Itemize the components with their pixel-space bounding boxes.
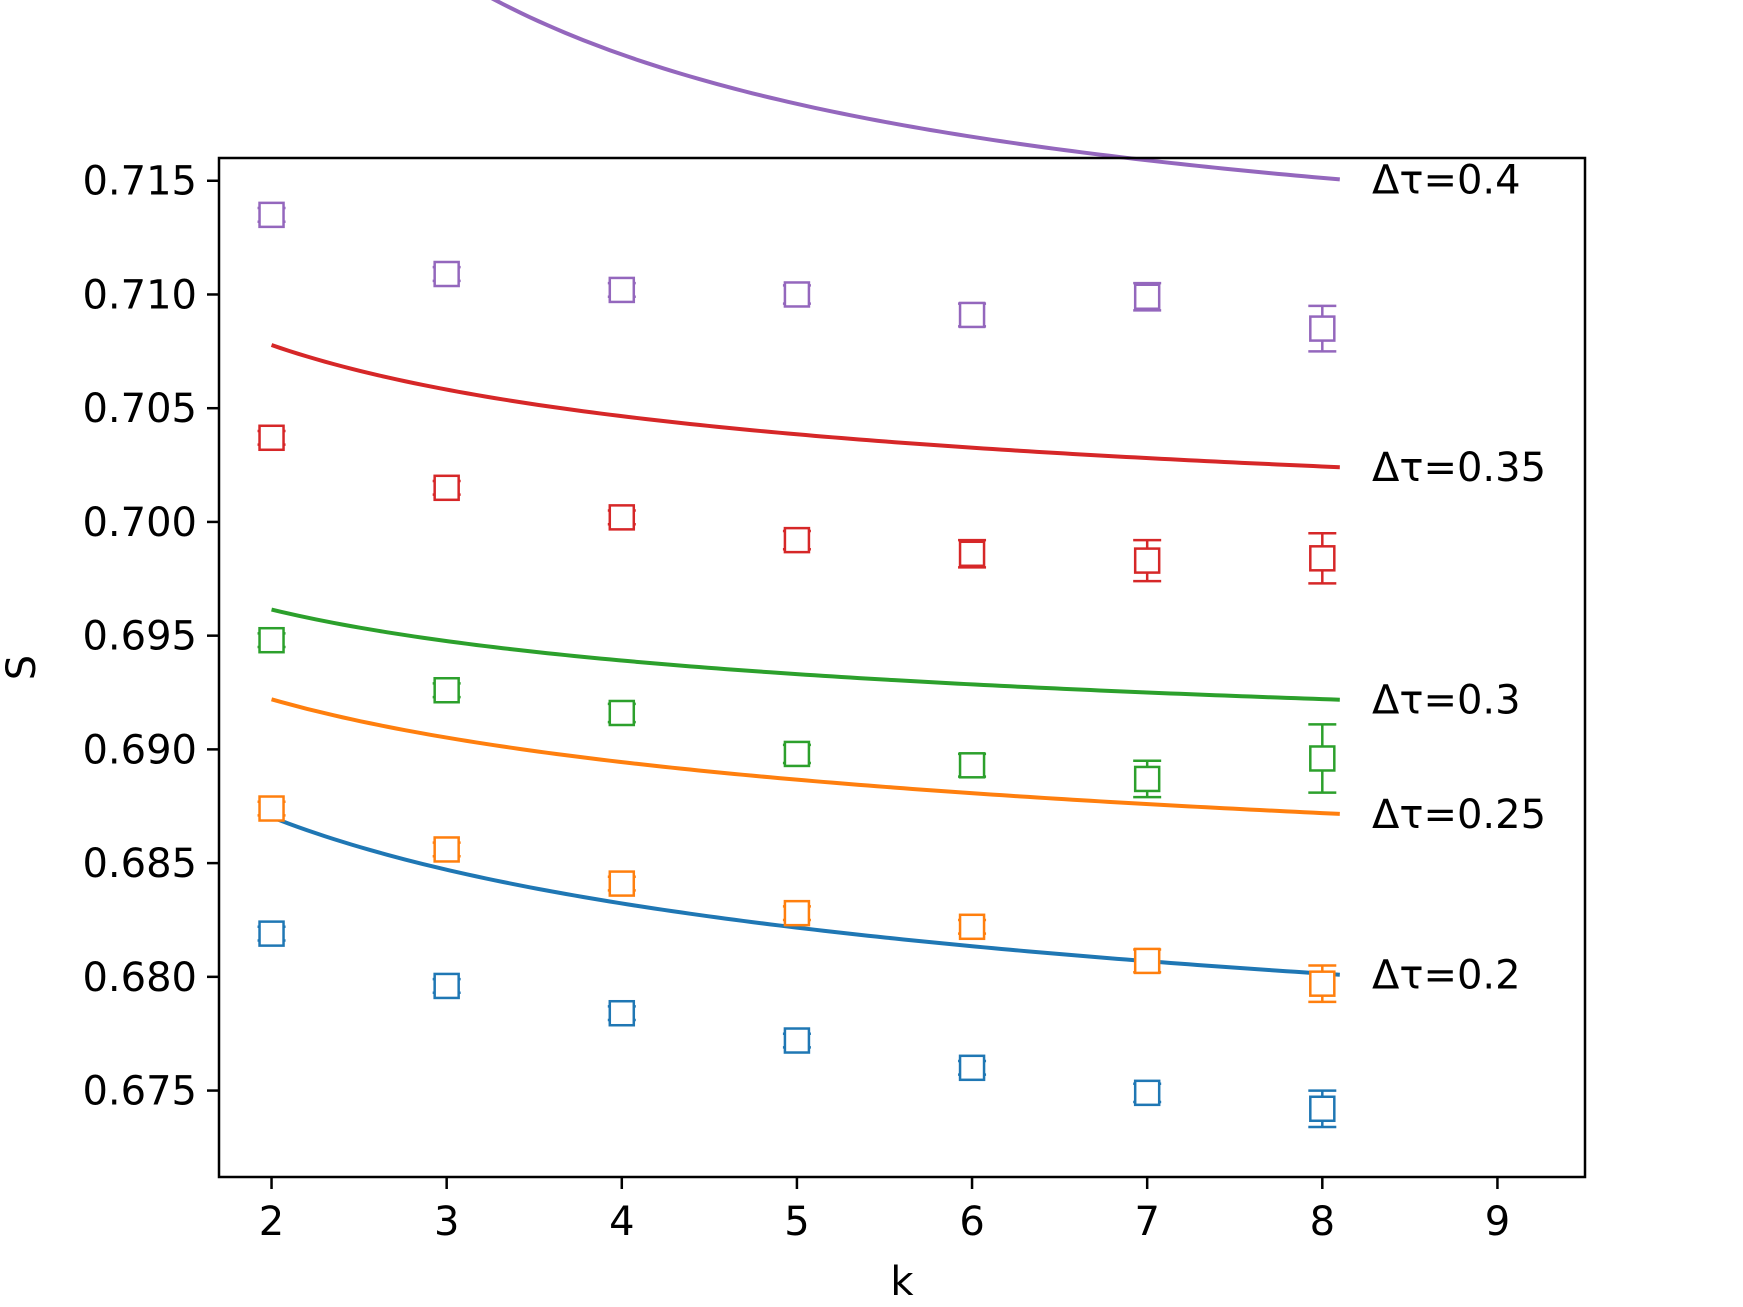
y-axis-label: S <box>0 655 45 680</box>
data-point-4-1 <box>433 260 460 288</box>
data-point-3-1 <box>433 474 460 502</box>
x-tick-label-4: 4 <box>609 1199 634 1245</box>
data-point-1-5 <box>1133 947 1161 975</box>
data-point-0-1 <box>433 972 460 1000</box>
x-tick-label-6: 6 <box>959 1199 984 1245</box>
data-point-2-5 <box>1133 765 1161 793</box>
series-label-4: Δτ=0.4 <box>1372 157 1521 203</box>
y-axis: 0.675 0.680 0.685 0.690 0.695 0.700 0.705 0.710… <box>82 159 219 1115</box>
data-point-1-1 <box>433 836 460 863</box>
y-tick-label-0.695: 0.695 <box>82 614 197 660</box>
x-tick-label-3: 3 <box>434 1199 459 1245</box>
fit-curve-0 <box>270 815 1340 977</box>
data-point-0-0 <box>258 920 285 947</box>
x-tick-label-2: 2 <box>259 1199 284 1245</box>
data-point-0-6 <box>1309 1095 1336 1123</box>
data-point-4-2 <box>608 276 636 304</box>
data-point-4-0 <box>258 201 285 229</box>
series-label-0: Δτ=0.2 <box>1372 953 1521 999</box>
data-point-4-6 <box>1309 315 1336 342</box>
data-point-1-0 <box>258 795 285 822</box>
series-layer: Δτ=0.2 Δτ=0.25 Δτ=0.3 Δτ=0.35 Δτ=0.4 <box>257 0 1546 1129</box>
data-point-3-0 <box>258 424 285 452</box>
data-point-1-2 <box>608 870 636 897</box>
series-label-1: Δτ=0.25 <box>1372 792 1546 838</box>
data-point-0-2 <box>608 999 636 1027</box>
fit-curve-2 <box>271 607 1340 702</box>
data-point-3-5 <box>1133 547 1161 574</box>
data-point-2-2 <box>608 699 636 727</box>
data-point-2-3 <box>783 740 811 768</box>
y-tick-label-0.715: 0.715 <box>82 159 197 205</box>
data-point-4-3 <box>783 281 811 308</box>
data-point-0-5 <box>1133 1079 1161 1107</box>
series-3: Δτ=0.35 <box>257 343 1546 585</box>
series-4: Δτ=0.4 <box>257 0 1521 353</box>
data-point-2-4 <box>958 752 986 779</box>
x-tick-label-8: 8 <box>1310 1199 1335 1245</box>
y-tick-label-0.680: 0.680 <box>82 955 197 1001</box>
plot-frame <box>217 156 1587 1179</box>
series-label-3: Δτ=0.35 <box>1372 445 1546 491</box>
fit-curve-3 <box>270 343 1340 470</box>
fit-curve-1 <box>270 697 1340 816</box>
x-tick-label-9: 9 <box>1485 1199 1510 1245</box>
x-axis: 2 3 4 5 6 7 8 9 <box>259 1177 1510 1245</box>
data-point-4-5 <box>1133 283 1161 310</box>
y-tick-label-0.675: 0.675 <box>82 1069 197 1115</box>
y-tick-label-0.710: 0.710 <box>82 272 197 318</box>
data-point-2-6 <box>1309 745 1336 772</box>
data-point-3-3 <box>783 526 811 554</box>
series-1: Δτ=0.25 <box>257 697 1546 1004</box>
data-point-3-6 <box>1309 545 1336 572</box>
data-point-1-6 <box>1309 970 1336 997</box>
series-2: Δτ=0.3 <box>257 607 1521 799</box>
series-0: Δτ=0.2 <box>257 815 1521 1129</box>
data-point-3-2 <box>608 504 636 531</box>
fit-curve-4 <box>490 0 1340 182</box>
x-axis-label: k <box>890 1259 914 1305</box>
data-point-0-3 <box>783 1027 811 1054</box>
y-tick-label-0.705: 0.705 <box>82 386 197 432</box>
data-point-1-4 <box>958 913 986 941</box>
data-point-4-4 <box>958 301 986 329</box>
data-point-1-3 <box>783 899 811 927</box>
data-point-2-0 <box>258 626 285 654</box>
y-tick-label-0.690: 0.690 <box>82 727 197 773</box>
x-tick-label-5: 5 <box>784 1199 809 1245</box>
data-point-3-4 <box>958 540 986 568</box>
x-tick-label-7: 7 <box>1134 1199 1159 1245</box>
y-tick-label-0.685: 0.685 <box>82 841 197 887</box>
y-tick-label-0.700: 0.700 <box>82 500 197 546</box>
data-point-2-1 <box>433 676 460 704</box>
data-point-0-4 <box>958 1054 986 1082</box>
series-label-2: Δτ=0.3 <box>1372 678 1521 724</box>
